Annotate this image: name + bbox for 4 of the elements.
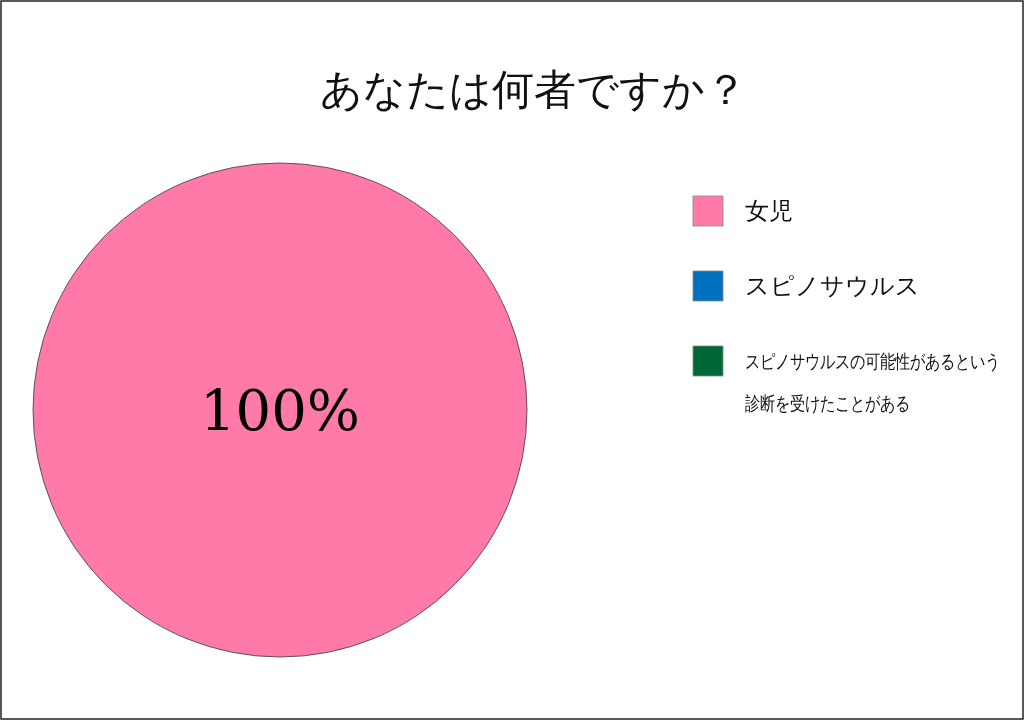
legend-label: スピノサウルスの可能性があるという診断を受けたことがある: [745, 350, 1001, 415]
legend-label: スピノサウルス: [745, 272, 920, 300]
chart-title: あなたは何者ですか？: [319, 65, 747, 114]
legend-label: 女児: [745, 197, 793, 225]
